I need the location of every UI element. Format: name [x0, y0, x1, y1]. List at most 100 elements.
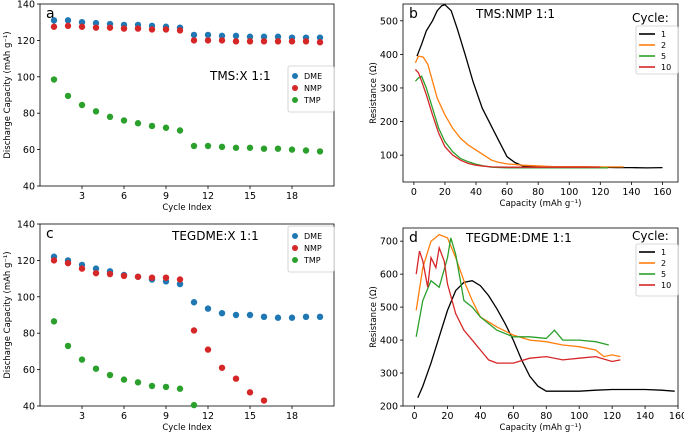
data-point-nmp	[92, 269, 100, 277]
data-point-dme	[78, 19, 86, 26]
y-tick-label: 100	[17, 72, 35, 83]
data-point-tmp	[134, 120, 142, 127]
y-tick-label: 40	[23, 182, 35, 193]
data-point-nmp	[134, 273, 142, 280]
data-point-tmp	[246, 144, 254, 151]
y-tick-label: 300	[380, 83, 398, 94]
legend-marker	[292, 245, 298, 251]
data-point-dme	[232, 311, 240, 319]
x-tick-label: 15	[244, 191, 256, 202]
data-point-dme	[92, 19, 100, 27]
data-point-tmp	[162, 124, 170, 131]
data-point-dme	[260, 33, 268, 40]
data-point-dme	[246, 311, 254, 319]
x-tick-label: 0	[412, 411, 418, 422]
data-point-nmp	[204, 37, 212, 44]
x-tick-label: 120	[591, 187, 609, 198]
data-point-nmp	[106, 24, 114, 31]
annotation: TMS:X 1:1	[209, 69, 271, 83]
legend-label: 1	[661, 248, 666, 257]
legend-frame	[635, 243, 679, 297]
y-tick-label: 60	[23, 145, 35, 156]
data-point-nmp	[232, 38, 240, 45]
y-tick-label: 120	[17, 256, 35, 267]
legend: Cycle: 1 2 5 10	[632, 11, 679, 75]
x-tick-label: 12	[202, 411, 214, 422]
y-tick-label: 80	[23, 329, 35, 340]
data-point-dme	[274, 314, 282, 321]
legend-frame	[287, 65, 335, 113]
data-point-dme	[274, 33, 282, 40]
legend-label: 2	[661, 41, 666, 50]
panel-a: 40 60 80 100 120 140 3 6 9 12 15 18 Cycle Index Disch…	[3, 0, 335, 213]
data-point-dme	[176, 280, 184, 288]
data-point-tmp	[316, 148, 324, 155]
y-tick-label: 400	[380, 336, 398, 347]
x-axis-label: Cycle Index	[162, 203, 211, 213]
x-axis-label: Capacity (mAh g⁻¹)	[500, 199, 582, 209]
data-point-nmp	[50, 257, 58, 264]
x-tick-label: 40	[470, 187, 482, 198]
y-tick-label: 60	[23, 365, 35, 376]
panel-label: b	[409, 6, 418, 22]
data-point-nmp	[162, 26, 170, 33]
data-point-nmp	[232, 375, 240, 382]
legend-title: Cycle:	[632, 229, 669, 243]
x-tick-label: 9	[163, 191, 169, 202]
data-point-nmp	[246, 38, 254, 45]
data-point-nmp	[92, 24, 100, 31]
y-tick-label: 100	[380, 151, 398, 162]
data-point-nmp	[120, 25, 128, 32]
legend-marker	[292, 233, 298, 239]
x-tick-label: 140	[636, 411, 654, 422]
legend-label: 5	[661, 52, 666, 61]
legend-label: 2	[661, 259, 666, 268]
x-tick-label: 160	[669, 411, 684, 422]
data-point-nmp	[106, 270, 114, 278]
series-line-5	[414, 75, 609, 169]
x-tick-label: 6	[121, 411, 127, 422]
legend-label: NMP	[304, 244, 322, 253]
y-tick-label: 700	[380, 237, 398, 248]
data-point-dme	[204, 31, 212, 39]
data-point-nmp	[190, 37, 198, 44]
y-tick-label: 400	[380, 50, 398, 61]
legend-marker	[292, 97, 298, 103]
series-line-1	[416, 3, 663, 169]
y-tick-label: 200	[380, 117, 398, 128]
x-tick-label: 20	[441, 411, 453, 422]
x-tick-label: 15	[244, 411, 256, 422]
x-tick-label: 9	[163, 411, 169, 422]
y-tick-label: 140	[17, 220, 35, 231]
data-point-nmp	[120, 272, 128, 280]
legend-marker	[292, 257, 298, 263]
data-point-nmp	[218, 37, 226, 44]
data-point-tmp	[50, 318, 58, 325]
data-point-dme	[232, 32, 240, 40]
legend-title: Cycle:	[632, 11, 669, 25]
data-point-nmp	[134, 25, 142, 32]
data-point-dme	[316, 34, 324, 41]
panel-label: a	[46, 6, 55, 22]
y-axis-label: Resistance (Ω)	[369, 286, 379, 348]
panel-d: 200 300 400 500 600 700 0 20 40 60 80 100 120 140 160 C…	[369, 227, 684, 432]
data-point-tmp	[106, 113, 114, 121]
y-tick-label: 40	[23, 402, 35, 413]
legend-label: TMP	[303, 96, 321, 105]
data-point-dme	[288, 314, 296, 321]
legend-label: TMP	[303, 256, 321, 265]
x-tick-label: 40	[474, 411, 486, 422]
y-tick-label: 100	[17, 292, 35, 303]
data-point-dme	[260, 313, 268, 321]
x-tick-label: 160	[653, 187, 671, 198]
data-point-nmp	[64, 259, 72, 267]
x-axis-label: Cycle Index	[162, 423, 211, 432]
y-tick-label: 80	[23, 109, 35, 120]
series-line-2	[414, 55, 624, 168]
x-tick-label: 18	[286, 411, 298, 422]
data-point-tmp	[134, 379, 142, 386]
panel-b: 100 200 300 400 500 0 20 40 60 80 100 120 140 160 Capa…	[369, 3, 679, 209]
x-tick-label: 120	[603, 411, 621, 422]
data-point-nmp	[78, 23, 86, 30]
